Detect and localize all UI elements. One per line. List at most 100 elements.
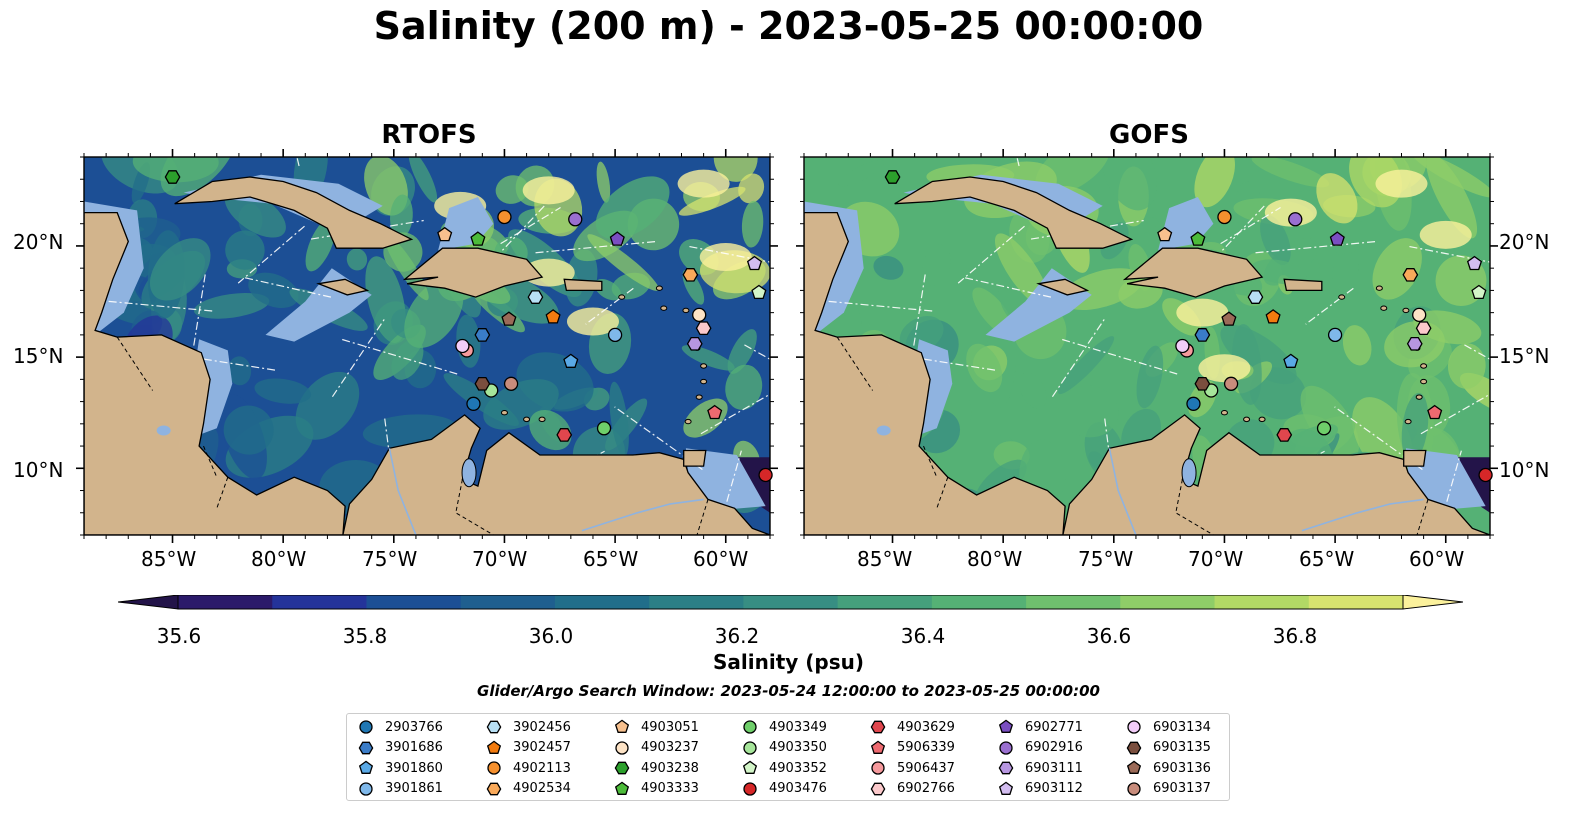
- small-island: [1420, 363, 1428, 369]
- legend-item: 3901686: [357, 738, 443, 759]
- salinity-patch: [404, 278, 464, 348]
- small-island: [1375, 285, 1383, 291]
- colorbar-tick-label: 35.8: [342, 624, 388, 648]
- pentagon-marker-icon: [614, 781, 630, 795]
- salinity-patch: [1102, 157, 1157, 211]
- lon-tick-label: 75°W: [1078, 547, 1134, 571]
- legend-column: 6902771 6902916 6903111 6903112: [997, 717, 1083, 799]
- small-island: [660, 305, 668, 311]
- eez-boundary: [726, 450, 742, 502]
- colorbar-segment: [837, 595, 933, 609]
- legend-marker: [615, 741, 629, 755]
- colorbar-segment: [1120, 595, 1216, 609]
- legend-item: 5906437: [869, 758, 955, 779]
- salinity-patch: [922, 244, 951, 286]
- platform-marker-4903349: [1316, 421, 1332, 436]
- platform-marker-6903112: [1466, 255, 1483, 271]
- continental-shelf: [685, 448, 766, 511]
- eez-boundary: [957, 225, 1025, 284]
- small-island: [1380, 305, 1388, 311]
- hexagon-marker-icon: [486, 782, 502, 796]
- lon-tick-label: 80°W: [251, 547, 307, 571]
- salinity-patch: [1335, 219, 1378, 255]
- small-island: [1420, 378, 1428, 385]
- salinity-patch: [587, 234, 659, 291]
- colorbar-segment: [649, 595, 744, 609]
- platform-marker-3902456: [1247, 290, 1264, 304]
- legend-column: 4903349 4903350 4903352 4903476: [741, 717, 827, 799]
- eez-boundary: [310, 219, 424, 240]
- small-island: [700, 378, 708, 385]
- platform-marker-6902916: [1288, 212, 1303, 227]
- hexagon-marker-icon: [358, 741, 374, 755]
- high-salinity-patch: [677, 169, 730, 198]
- legend-label: 4903333: [641, 781, 699, 797]
- small-island: [1243, 416, 1251, 423]
- salinity-patch: [1342, 325, 1372, 366]
- colorbar-segment: [743, 595, 839, 609]
- legend-marker: [1127, 782, 1141, 796]
- land-centralam: [84, 211, 346, 535]
- platform-marker-6903136: [1221, 311, 1237, 326]
- salinity-patch: [495, 175, 529, 204]
- platform-marker-6903135: [1194, 376, 1211, 391]
- colorbar-under-triangle: [118, 595, 179, 610]
- small-island: [682, 307, 690, 314]
- legend-item: 6903112: [997, 779, 1083, 800]
- circle-marker-icon: [615, 741, 629, 755]
- map-frame: [83, 156, 771, 536]
- high-salinity-patch: [566, 307, 619, 336]
- gofs-map-panel: [796, 149, 1498, 543]
- platform-marker-6902771: [1329, 231, 1345, 246]
- country-border: [455, 479, 494, 535]
- pentagon-marker-icon: [998, 781, 1014, 795]
- country-border: [696, 499, 709, 535]
- eez-boundary: [808, 298, 933, 312]
- high-salinity-patch: [1198, 354, 1251, 383]
- legend-item: 5906339: [869, 738, 955, 759]
- salinity-patch: [681, 345, 735, 371]
- legend-item: 3901860: [357, 758, 443, 779]
- colorbar-segment: [366, 595, 462, 609]
- figure-title: Salinity (200 m) - 2023-05-25 00:00:00: [373, 4, 1204, 48]
- platform-marker-3902456: [527, 290, 544, 304]
- lat-tick-label: 15°N: [13, 344, 64, 368]
- platform-marker-4903629: [1276, 428, 1293, 442]
- search-window-note: Glider/Argo Search Window: 2023-05-24 12…: [477, 682, 1100, 700]
- eez-boundary: [1446, 450, 1462, 502]
- legend-label: 5906339: [897, 740, 955, 756]
- circle-marker-icon: [359, 720, 373, 734]
- lat-tick-label: 10°N: [1499, 458, 1550, 482]
- pentagon-marker-icon: [742, 760, 758, 775]
- orinoco-river: [1301, 498, 1424, 532]
- legend-marker: [1127, 720, 1141, 734]
- legend-item: 6902766: [869, 779, 955, 800]
- colorbar-outline: [177, 595, 1404, 610]
- legend-marker: [998, 719, 1014, 734]
- eez-boundary: [1464, 344, 1490, 360]
- orinoco-river: [581, 498, 704, 532]
- platform-marker-6903137: [503, 376, 519, 391]
- platform-marker-3901861: [1327, 327, 1343, 343]
- platform-marker-3902457: [545, 309, 561, 324]
- small-island: [695, 394, 703, 400]
- colorbar-segment: [1308, 595, 1404, 609]
- eez-boundary: [1062, 338, 1180, 376]
- legend-marker: [743, 741, 757, 755]
- salinity-patch: [873, 255, 904, 280]
- salinity-patch: [1260, 214, 1291, 266]
- colorbar-over-triangle: [1402, 595, 1463, 610]
- salinity-patch: [227, 356, 252, 386]
- platform-marker-4903349: [596, 421, 612, 436]
- platform-marker-3902457: [1265, 309, 1281, 324]
- platform-marker-4903352: [751, 284, 767, 300]
- colorbar-segment: [1214, 595, 1310, 609]
- lon-tick-label: 70°W: [472, 547, 528, 571]
- small-island: [1258, 416, 1266, 423]
- high-salinity-patch: [1419, 220, 1472, 249]
- platform-marker-6903134: [1175, 338, 1190, 354]
- legend-column: 6903134 6903135 6903136 6903137: [1125, 717, 1211, 799]
- lat-tick-label: 20°N: [1499, 230, 1550, 254]
- high-salinity-patch: [522, 258, 575, 287]
- colorbar-segment: [554, 595, 650, 609]
